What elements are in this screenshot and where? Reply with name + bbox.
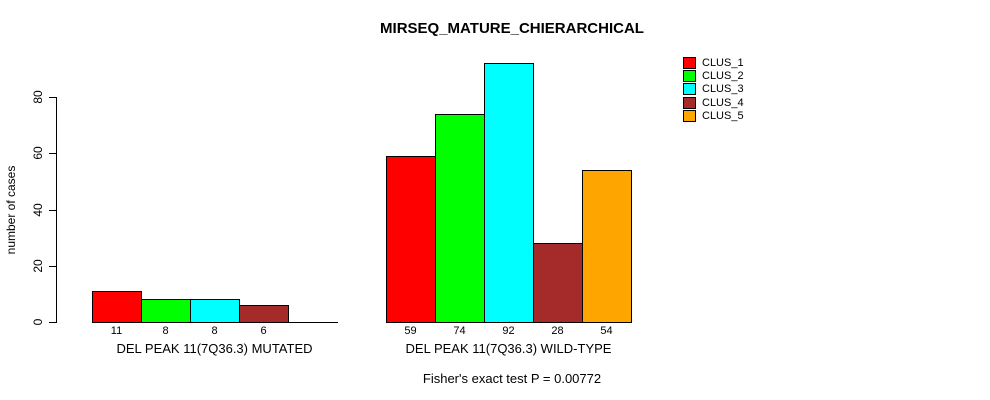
y-axis-tick — [49, 265, 56, 267]
legend-row: CLUS_1 — [683, 56, 744, 69]
bar-clus_4 — [533, 243, 583, 323]
y-axis-tick — [49, 322, 56, 323]
bar-value-label: 8 — [211, 325, 218, 337]
bar-clus_2 — [141, 299, 191, 323]
legend-row: CLUS_3 — [683, 83, 744, 96]
bar-clus_1 — [386, 156, 436, 323]
fisher-test-annotation: Fisher's exact test P = 0.00772 — [422, 371, 602, 386]
bar-value-label: 59 — [404, 325, 417, 337]
bar-clus_5 — [582, 170, 632, 323]
legend-row: CLUS_5 — [683, 110, 744, 123]
bar-clus_1 — [92, 291, 142, 323]
legend-label: CLUS_2 — [702, 70, 744, 83]
y-axis-tick-label: 40 — [31, 202, 45, 217]
legend-label: CLUS_5 — [702, 110, 744, 123]
bar-clus_4 — [239, 305, 289, 323]
bar-value-label: 54 — [600, 325, 613, 337]
legend-swatch-clus_4 — [683, 96, 696, 109]
bar-clus_3 — [484, 63, 534, 323]
bar-clus_3 — [190, 299, 240, 323]
y-axis-tick-label: 0 — [31, 318, 45, 326]
legend-label: CLUS_1 — [702, 56, 744, 69]
chart-title: MIRSEQ_MATURE_CHIERARCHICAL — [380, 20, 644, 37]
bar-value-label: 28 — [551, 325, 564, 337]
legend-row: CLUS_4 — [683, 96, 744, 109]
bar-value-label: 11 — [110, 325, 123, 337]
legend-swatch-clus_1 — [683, 56, 696, 69]
y-axis-title-text: number of cases — [4, 165, 18, 255]
legend-label: CLUS_4 — [702, 96, 744, 109]
y-axis-tick — [49, 153, 56, 155]
y-axis-line — [56, 97, 57, 323]
legend-swatch-clus_5 — [683, 110, 696, 123]
bar-value-label: 6 — [260, 325, 267, 337]
legend: CLUS_1 CLUS_2 CLUS_3 CLUS_4 CLUS_5 — [683, 56, 744, 123]
bar-clus_2 — [435, 114, 485, 323]
bar-value-label: 8 — [162, 325, 169, 337]
x-axis-group-label: DEL PEAK 11(7Q36.3) MUTATED — [116, 341, 313, 356]
legend-swatch-clus_2 — [683, 70, 696, 83]
legend-swatch-clus_3 — [683, 83, 696, 96]
legend-row: CLUS_2 — [683, 69, 744, 83]
y-axis-tick-label: 80 — [31, 90, 45, 104]
y-axis-tick-label: 60 — [31, 146, 45, 160]
bar-value-label: 74 — [453, 325, 466, 337]
bar-value-label: 92 — [502, 325, 515, 337]
y-axis-tick-label: 20 — [31, 259, 45, 273]
y-axis-tick — [49, 97, 56, 98]
x-axis-group-label: DEL PEAK 11(7Q36.3) WILD-TYPE — [405, 341, 612, 356]
y-axis-tick — [49, 209, 56, 211]
legend-label: CLUS_3 — [702, 83, 744, 96]
